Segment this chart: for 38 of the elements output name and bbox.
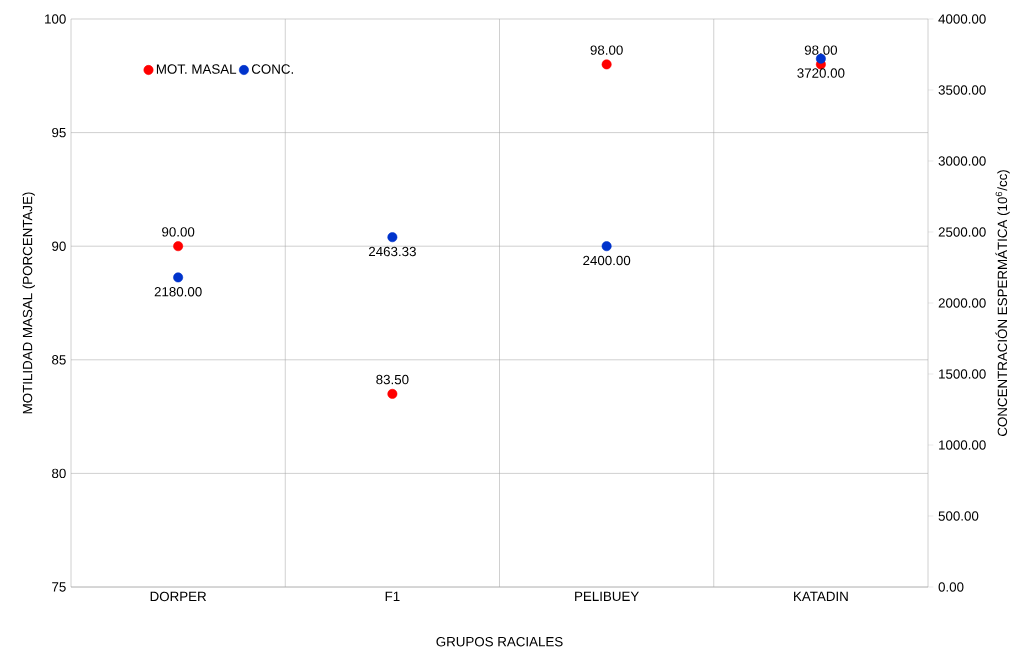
- y2-tick-label: 1500.00: [939, 369, 986, 379]
- y2-tick-label: 500.00: [938, 511, 979, 521]
- y-tick-label: 85: [52, 355, 66, 365]
- y2-tick-label: 1000.00: [939, 440, 986, 450]
- x-tick-label: F1: [385, 591, 400, 601]
- data-label: 98.00: [804, 45, 838, 55]
- point: [173, 272, 184, 283]
- x-axis-title: GRUPOS RACIALES: [436, 636, 563, 647]
- y2-tick-label: 3000.00: [938, 156, 986, 166]
- data-label: 2463.33: [368, 246, 416, 257]
- x-tick-label: KATADIN: [794, 591, 848, 601]
- data-label: 83.50: [376, 374, 409, 385]
- point: [601, 59, 612, 70]
- y-tick-label: 90: [52, 241, 66, 251]
- y-tick-label: 100: [45, 14, 66, 24]
- point: [387, 232, 398, 243]
- legend-label: CONC.: [251, 64, 293, 74]
- y2-tick-label: 2500.00: [938, 227, 986, 237]
- legend-label: MOT. MASAL: [156, 64, 237, 74]
- y-tick-label: 80: [52, 468, 66, 479]
- y2-tick-label: 4000.00: [938, 14, 986, 24]
- y2-axis-title: CONCENTRACIÓN ESPERMÁTICA (10$^{6}$/cc): [995, 170, 1010, 437]
- data-label: 2180.00: [154, 287, 202, 297]
- data-label: 90.00: [162, 227, 195, 237]
- data-label: 2400.00: [583, 255, 631, 266]
- point: [173, 241, 184, 252]
- y-tick-label: 75: [52, 582, 66, 592]
- y-axis-title: MOTILIDAD MASAL (PORCENTAJE): [22, 192, 35, 414]
- data-label: 3720.00: [797, 68, 845, 78]
- data-label: 98.00: [590, 45, 623, 55]
- y2-tick-label: 2000.00: [938, 298, 986, 308]
- y-tick-label: 95: [52, 127, 66, 138]
- x-tick-label: PELIBUEY: [575, 591, 639, 602]
- point: [387, 388, 398, 399]
- y2-tick-label: 3500.00: [938, 85, 986, 95]
- x-tick-label: DORPER: [150, 591, 207, 602]
- y2-tick-label: 0.00: [938, 582, 964, 592]
- point: [601, 241, 612, 252]
